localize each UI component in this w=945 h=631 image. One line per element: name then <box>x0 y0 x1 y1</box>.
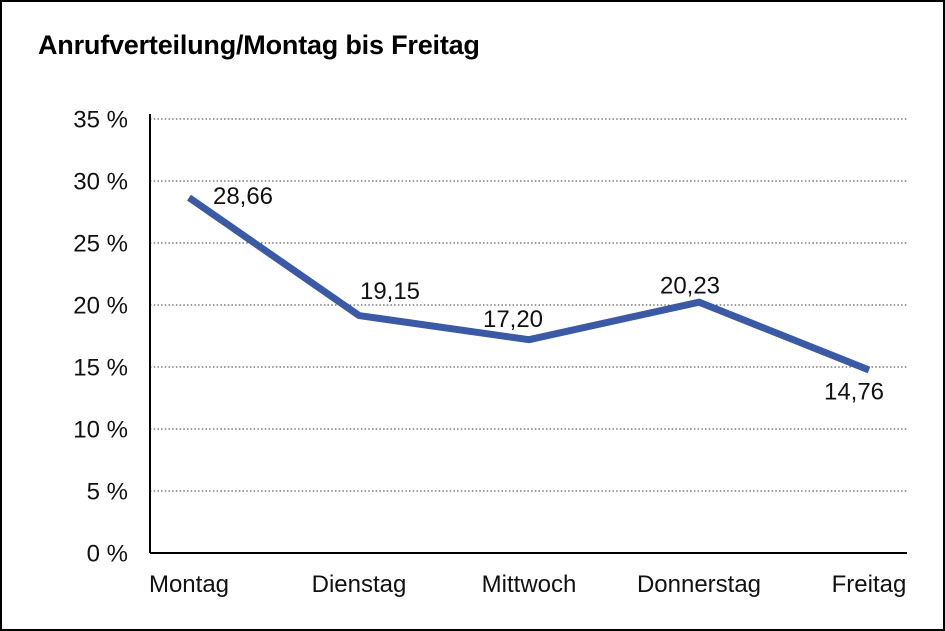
series-line <box>187 194 871 374</box>
y-axis-tick-label: 30 % <box>73 169 128 196</box>
data-point-label: 17,20 <box>483 306 543 333</box>
data-point-label: 14,76 <box>824 378 884 405</box>
x-axis-labels-group: Montag Dienstag Mittwoch Donnerstag Freitag <box>149 571 906 598</box>
x-axis-category-label: Freitag <box>832 571 907 598</box>
data-point-label: 28,66 <box>213 183 273 210</box>
data-point-label: 20,23 <box>660 273 720 300</box>
x-axis-category-label: Dienstag <box>312 571 407 598</box>
y-axis-tick-label: 15 % <box>73 355 128 382</box>
chart-title: Anrufverteilung/Montag bis Freitag <box>38 30 480 60</box>
data-labels-group: 28,66 19,15 17,20 20,23 14,76 <box>213 183 884 405</box>
x-axis-category-label: Mittwoch <box>482 571 577 598</box>
data-point-label: 19,15 <box>360 278 420 305</box>
y-axis-tick-label: 0 % <box>87 541 128 568</box>
gridlines-group <box>150 118 907 492</box>
y-axis-tick-label: 25 % <box>73 231 128 258</box>
y-axis-labels-group: 35 % 30 % 25 % 20 % 15 % 10 % 5 % 0 % <box>73 107 128 568</box>
y-axis-tick-label: 35 % <box>73 107 128 134</box>
x-axis-category-label: Donnerstag <box>637 571 761 598</box>
x-axis-category-label: Montag <box>149 571 229 598</box>
y-axis-tick-label: 10 % <box>73 417 128 444</box>
y-axis-tick-label: 5 % <box>87 479 128 506</box>
y-axis-tick-label: 20 % <box>73 293 128 320</box>
series-group <box>187 194 871 374</box>
axes-group <box>149 114 907 554</box>
